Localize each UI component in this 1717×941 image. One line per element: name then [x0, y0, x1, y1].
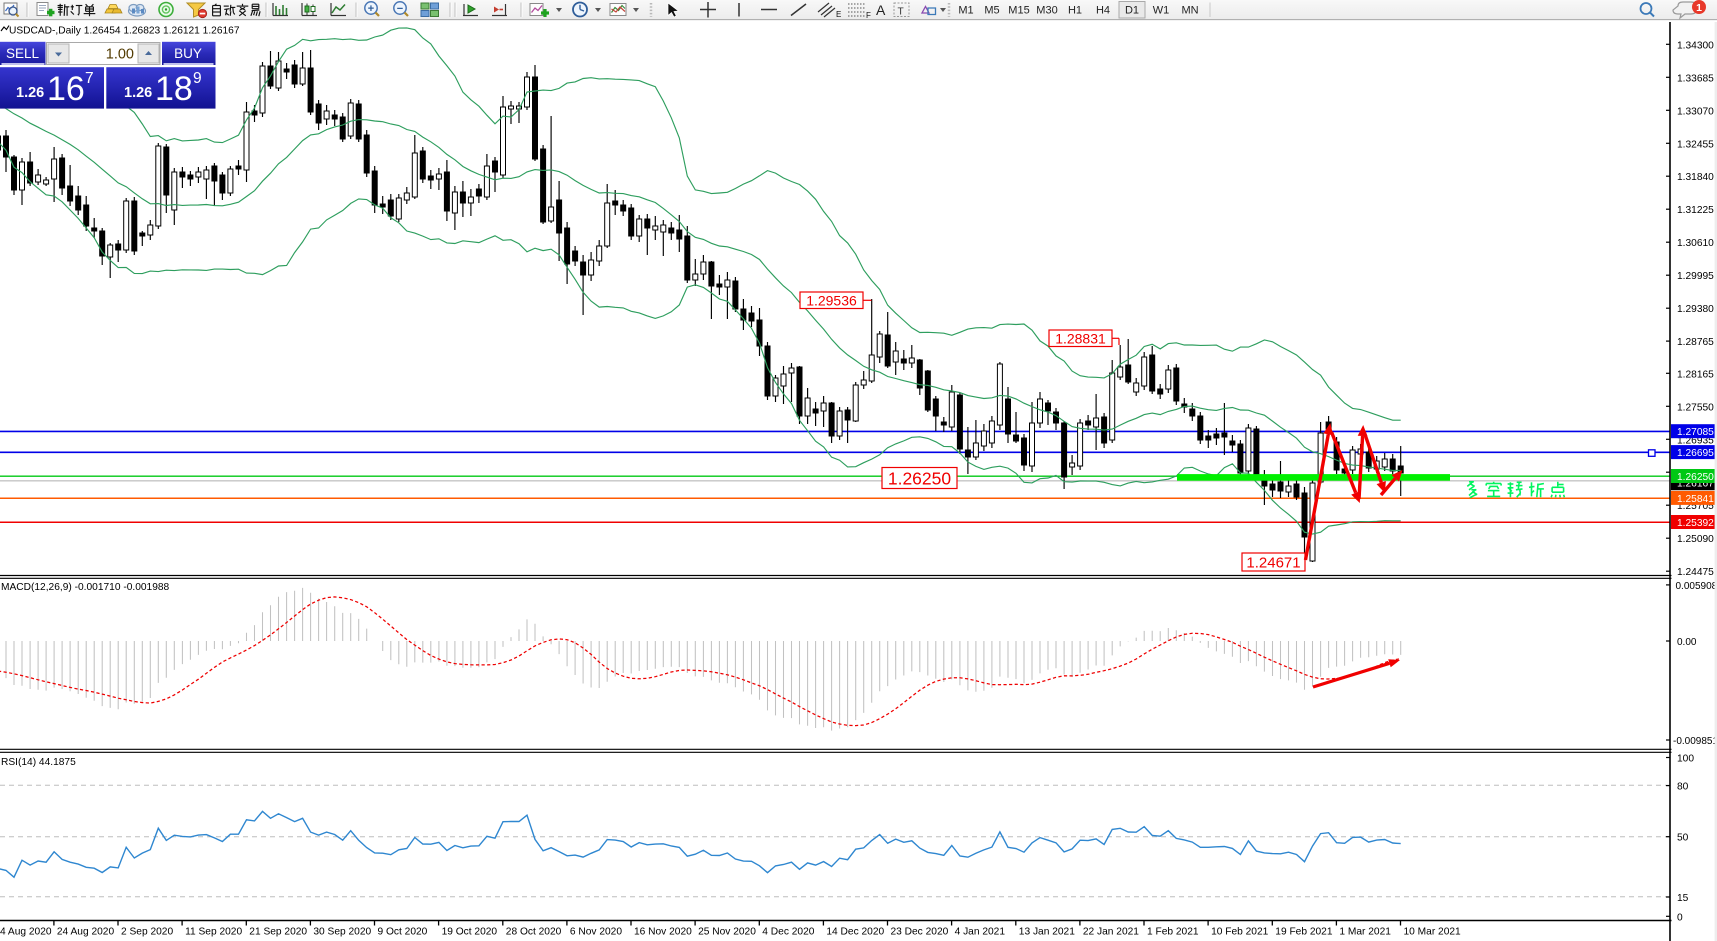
svg-text:1.24671: 1.24671 — [1246, 554, 1300, 571]
svg-text:4 Jan 2021: 4 Jan 2021 — [955, 927, 1006, 938]
svg-text:1.32455: 1.32455 — [1677, 139, 1714, 150]
svg-text:1.31840: 1.31840 — [1677, 172, 1714, 183]
svg-text:1.34300: 1.34300 — [1677, 40, 1714, 51]
svg-text:MN: MN — [1181, 5, 1198, 17]
svg-text:11 Sep 2020: 11 Sep 2020 — [185, 927, 242, 938]
svg-text:0.00: 0.00 — [1677, 637, 1697, 648]
svg-text:4 Dec 2020: 4 Dec 2020 — [762, 927, 814, 938]
svg-text:1.27550: 1.27550 — [1677, 402, 1714, 413]
svg-text:21 Sep 2020: 21 Sep 2020 — [249, 927, 307, 938]
svg-text:1.24475: 1.24475 — [1677, 567, 1714, 578]
svg-text:4 Aug 2020: 4 Aug 2020 — [0, 927, 52, 938]
svg-text:6 Nov 2020: 6 Nov 2020 — [570, 927, 622, 938]
svg-text:24 Aug 2020: 24 Aug 2020 — [57, 927, 115, 938]
svg-text:H4: H4 — [1096, 5, 1110, 17]
svg-text:1.25392: 1.25392 — [1677, 518, 1714, 529]
svg-text:25 Nov 2020: 25 Nov 2020 — [698, 927, 756, 938]
svg-text:USDCAD-,Daily 1.26454 1.26823: USDCAD-,Daily 1.26454 1.26823 1.26121 1.… — [9, 26, 240, 37]
svg-text:14 Dec 2020: 14 Dec 2020 — [826, 927, 884, 938]
svg-text:0.005908: 0.005908 — [1676, 581, 1717, 592]
svg-text:-0.009851: -0.009851 — [1673, 736, 1717, 747]
svg-text:1.28165: 1.28165 — [1677, 369, 1714, 380]
svg-text:19 Feb 2021: 19 Feb 2021 — [1275, 927, 1333, 938]
svg-text:1.26: 1.26 — [16, 85, 44, 101]
svg-text:F: F — [866, 11, 871, 20]
svg-text:1.29995: 1.29995 — [1677, 271, 1714, 282]
svg-text:19 Oct 2020: 19 Oct 2020 — [442, 927, 498, 938]
svg-text:2 Sep 2020: 2 Sep 2020 — [121, 927, 173, 938]
svg-text:7: 7 — [85, 70, 94, 87]
svg-text:E: E — [836, 10, 841, 19]
svg-text:M15: M15 — [1008, 5, 1029, 17]
svg-text:A: A — [876, 2, 886, 18]
svg-text:0: 0 — [1677, 912, 1683, 923]
svg-text:M5: M5 — [984, 5, 999, 17]
svg-text:BUY: BUY — [174, 46, 202, 61]
svg-text:15: 15 — [1677, 893, 1689, 904]
svg-text:1: 1 — [1696, 2, 1702, 14]
svg-text:1 Mar 2021: 1 Mar 2021 — [1339, 927, 1391, 938]
svg-text:13 Jan 2021: 13 Jan 2021 — [1019, 927, 1075, 938]
svg-text:1.28765: 1.28765 — [1677, 337, 1714, 348]
svg-text:D1: D1 — [1125, 5, 1139, 17]
svg-text:10 Feb 2021: 10 Feb 2021 — [1211, 927, 1269, 938]
svg-text:1.26935: 1.26935 — [1677, 435, 1714, 446]
svg-text:23 Dec 2020: 23 Dec 2020 — [891, 927, 949, 938]
svg-text:T: T — [898, 7, 904, 18]
svg-text:1 Feb 2021: 1 Feb 2021 — [1147, 927, 1199, 938]
svg-text:+: + — [368, 3, 374, 15]
svg-text:1.00: 1.00 — [106, 47, 134, 63]
svg-text:1.28831: 1.28831 — [1055, 330, 1106, 346]
svg-text:−: − — [397, 3, 403, 15]
svg-text:1.26250: 1.26250 — [1677, 472, 1714, 483]
svg-text:1.26250: 1.26250 — [888, 468, 952, 488]
svg-text:28 Oct 2020: 28 Oct 2020 — [506, 927, 562, 938]
svg-text:50: 50 — [1677, 833, 1689, 844]
svg-text:M1: M1 — [958, 5, 973, 17]
svg-text:MACD(12,26,9) -0.001710 -0.001: MACD(12,26,9) -0.001710 -0.001988 — [1, 582, 170, 593]
svg-text:16 Nov 2020: 16 Nov 2020 — [634, 927, 692, 938]
svg-text:100: 100 — [1677, 754, 1694, 765]
svg-text:10 Mar 2021: 10 Mar 2021 — [1404, 927, 1462, 938]
svg-text:9 Oct 2020: 9 Oct 2020 — [378, 927, 428, 938]
svg-text:18: 18 — [155, 70, 193, 108]
svg-text:1.31225: 1.31225 — [1677, 205, 1714, 216]
svg-text:1.25841: 1.25841 — [1677, 494, 1714, 505]
svg-text:1.29380: 1.29380 — [1677, 304, 1714, 315]
svg-text:1.25090: 1.25090 — [1677, 534, 1714, 545]
svg-text:1.26167: 1.26167 — [1677, 479, 1714, 490]
svg-text:16: 16 — [47, 70, 85, 108]
svg-text:RSI(14) 44.1875: RSI(14) 44.1875 — [1, 757, 76, 768]
svg-text:1.25705: 1.25705 — [1677, 501, 1714, 512]
svg-text:SELL: SELL — [6, 46, 40, 61]
svg-text:80: 80 — [1677, 782, 1689, 793]
svg-text:1.27085: 1.27085 — [1677, 427, 1714, 438]
svg-text:22 Jan 2021: 22 Jan 2021 — [1083, 927, 1139, 938]
svg-text:1.33685: 1.33685 — [1677, 73, 1714, 84]
svg-text:30 Sep 2020: 30 Sep 2020 — [313, 927, 371, 938]
svg-text:H1: H1 — [1068, 5, 1082, 17]
svg-text:9: 9 — [193, 70, 202, 87]
svg-text:1.33070: 1.33070 — [1677, 106, 1714, 117]
svg-text:1.29536: 1.29536 — [806, 292, 857, 308]
svg-text:M30: M30 — [1036, 5, 1057, 17]
svg-text:1.26: 1.26 — [124, 85, 152, 101]
svg-text:1.30610: 1.30610 — [1677, 238, 1714, 249]
svg-text:W1: W1 — [1153, 5, 1170, 17]
svg-text:1.26695: 1.26695 — [1677, 448, 1714, 459]
